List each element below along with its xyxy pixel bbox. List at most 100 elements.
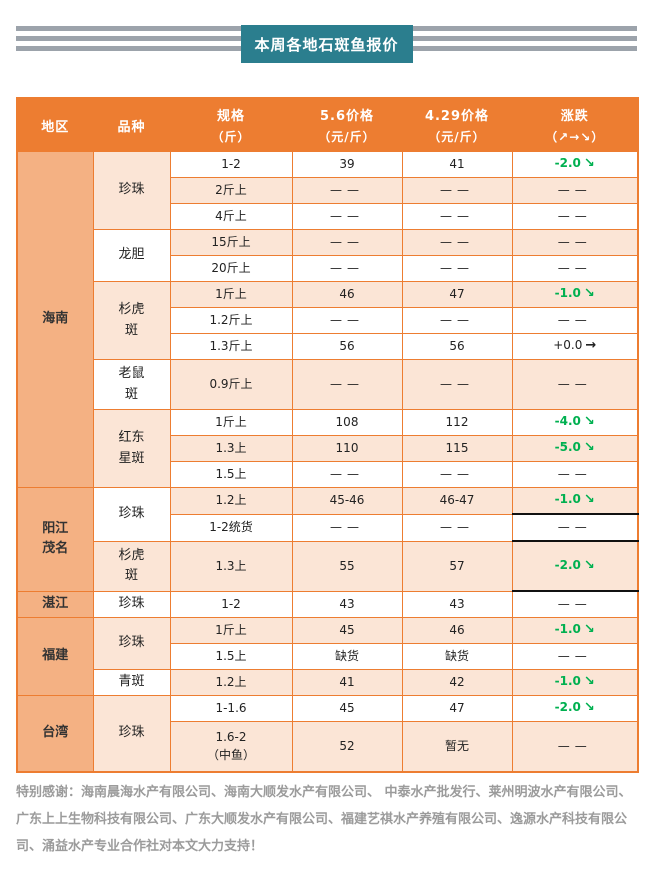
change-cell: —— [511,177,639,204]
table-row: 龙胆 15斤上 —— —— —— [17,229,639,282]
spec-cell: 0.9斤上 [169,359,293,410]
change-cell: -1.0 ↘ [511,669,639,696]
change-value: +0.0 [553,338,583,353]
price-429-cell: 47 [401,281,513,308]
price-429-cell: —— [401,359,513,410]
spec-cell: 1斤上 [169,281,293,308]
price-429-cell: —— [401,255,513,282]
col-header-sub: （↗→↘） [545,130,605,144]
down-arrow-icon: ↘ [583,286,595,302]
col-header-sub: （元/斤） [428,130,486,144]
change-value: -4.0 [554,414,581,429]
spec-cell: 1.3上 [169,435,293,462]
spec-cell: 1.3上 [169,540,293,592]
price-429-cell: 缺货 [401,643,513,670]
region-cell: 福建 [16,617,94,696]
change-cell: -5.0 ↘ [511,435,639,462]
price-429-cell: 47 [401,695,513,722]
change-cell: -1.0 ↘ [511,281,639,308]
table-row: 杉虎 斑 1.3上 55 57 -2.0 ↘ [17,540,639,592]
spec-cell: 2斤上 [169,177,293,204]
spec-cell: 20斤上 [169,255,293,282]
change-value: -2.0 [554,557,581,572]
price-56-cell: 45-46 [291,487,403,515]
change-cell: —— [511,229,639,256]
price-56-cell: 110 [291,435,403,462]
down-arrow-icon: ↘ [583,492,595,508]
change-cell: —— [511,359,639,410]
table-row: 海南 珍珠 1-2 39 41 -2.0 ↘ [16,151,639,488]
variety-cell: 珍珠 [92,590,171,618]
variety-cell: 珍珠 [92,695,171,772]
region-cell: 湛江 [16,590,94,618]
price-56-cell: —— [291,203,403,230]
price-56-cell: 39 [291,151,403,178]
header-row: 地区 品种 规格 （斤） 5.6价格 （元/斤） 4.29价格 （元/斤） 涨跌 （↗→↘） [16,97,639,152]
change-cell: —— [511,307,639,334]
down-arrow-icon: ↘ [583,700,595,716]
price-56-cell: 45 [291,695,403,722]
variety-cell: 老鼠 斑 [92,359,171,410]
page-title: 本周各地石斑鱼报价 [240,25,413,63]
price-56-cell: 缺货 [291,643,403,670]
price-56-cell: 56 [291,333,403,360]
region-cell: 阳江 茂名 [16,487,94,592]
col-header-main: 4.29价格 [424,109,490,124]
variety-cell: 珍珠 [92,151,171,230]
table-row: 1.5上 —— —— —— [17,461,639,488]
table-row: 4斤上 —— —— —— [17,203,639,230]
change-cell: -1.0 ↘ [511,487,639,515]
change-value: -2.0 [554,700,581,715]
variety-cell: 杉虎 斑 [92,540,171,592]
price-56-cell: —— [291,513,403,542]
col-header-sub: （元/斤） [318,130,376,144]
spec-cell: 1-2统货 [169,513,293,542]
spec-cell: 1.3斤上 [169,333,293,360]
region-cell: 海南 [16,151,94,488]
table-row: 1.2斤上 —— —— —— [17,307,639,334]
change-cell: —— [511,590,639,618]
spec-cell: 1.2上 [169,669,293,696]
col-header-variety: 品种 [92,97,171,152]
spec-cell: 1.5上 [169,461,293,488]
spec-cell: 1-2 [169,151,293,178]
change-value: -5.0 [554,440,581,455]
change-cell: -4.0 ↘ [511,409,639,436]
price-56-cell: —— [291,461,403,488]
change-value: -1.0 [554,286,581,301]
price-table-header: 地区 品种 规格 （斤） 5.6价格 （元/斤） 4.29价格 （元/斤） 涨跌 （↗→↘） [16,97,639,152]
table-row: 红东 星斑 1斤上 108 112 -4.0 ↘ [17,409,639,488]
price-429-cell: —— [401,177,513,204]
col-header-main: 涨跌 [560,109,589,124]
price-429-cell: 56 [401,333,513,360]
variety-cell: 红东 星斑 [92,409,171,488]
price-56-cell: —— [291,307,403,334]
change-cell: —— [511,203,639,230]
variety-cell: 青斑 [92,669,171,696]
price-table-body: 海南 珍珠 1-2 39 41 -2.0 ↘ 2斤上 —— —— —— 4斤上 —— —— —— 龙胆 15斤上… [16,151,639,772]
price-429-cell: 暂无 [401,721,513,772]
down-arrow-icon: ↘ [583,440,595,456]
spec-cell: 1.6-2 （中鱼） [169,721,293,772]
spec-cell: 1.5上 [169,643,293,670]
price-56-cell: 55 [291,540,403,592]
col-header-main: 地区 [41,119,70,135]
variety-cell: 珍珠 [92,487,171,542]
table-row: 杉虎 斑 1斤上 46 47 -1.0 ↘ [17,281,639,360]
price-56-cell: —— [291,255,403,282]
price-56-cell: —— [291,359,403,410]
col-header-main: 规格 [216,109,245,124]
price-429-cell: —— [401,513,513,542]
price-56-cell: 43 [291,590,403,618]
price-429-cell: 46 [401,617,513,644]
price-429-cell: 42 [401,669,513,696]
price-table: 地区 品种 规格 （斤） 5.6价格 （元/斤） 4.29价格 （元/斤） 涨跌 （↗→↘） 海南… [16,97,639,773]
price-429-cell: —— [401,229,513,256]
spec-cell: 1斤上 [169,409,293,436]
change-cell: -2.0 ↘ [511,540,639,592]
price-56-cell: 46 [291,281,403,308]
change-cell: -2.0 ↘ [511,151,639,178]
credits-text: 特别感谢：海南晨海水产有限公司、海南大顺发水产有限公司、 中泰水产批发行、莱州明… [16,785,632,854]
table-row: 1.6-2 （中鱼） 52 暂无 —— [17,721,639,772]
col-header-spec: 规格 （斤） [169,97,293,152]
